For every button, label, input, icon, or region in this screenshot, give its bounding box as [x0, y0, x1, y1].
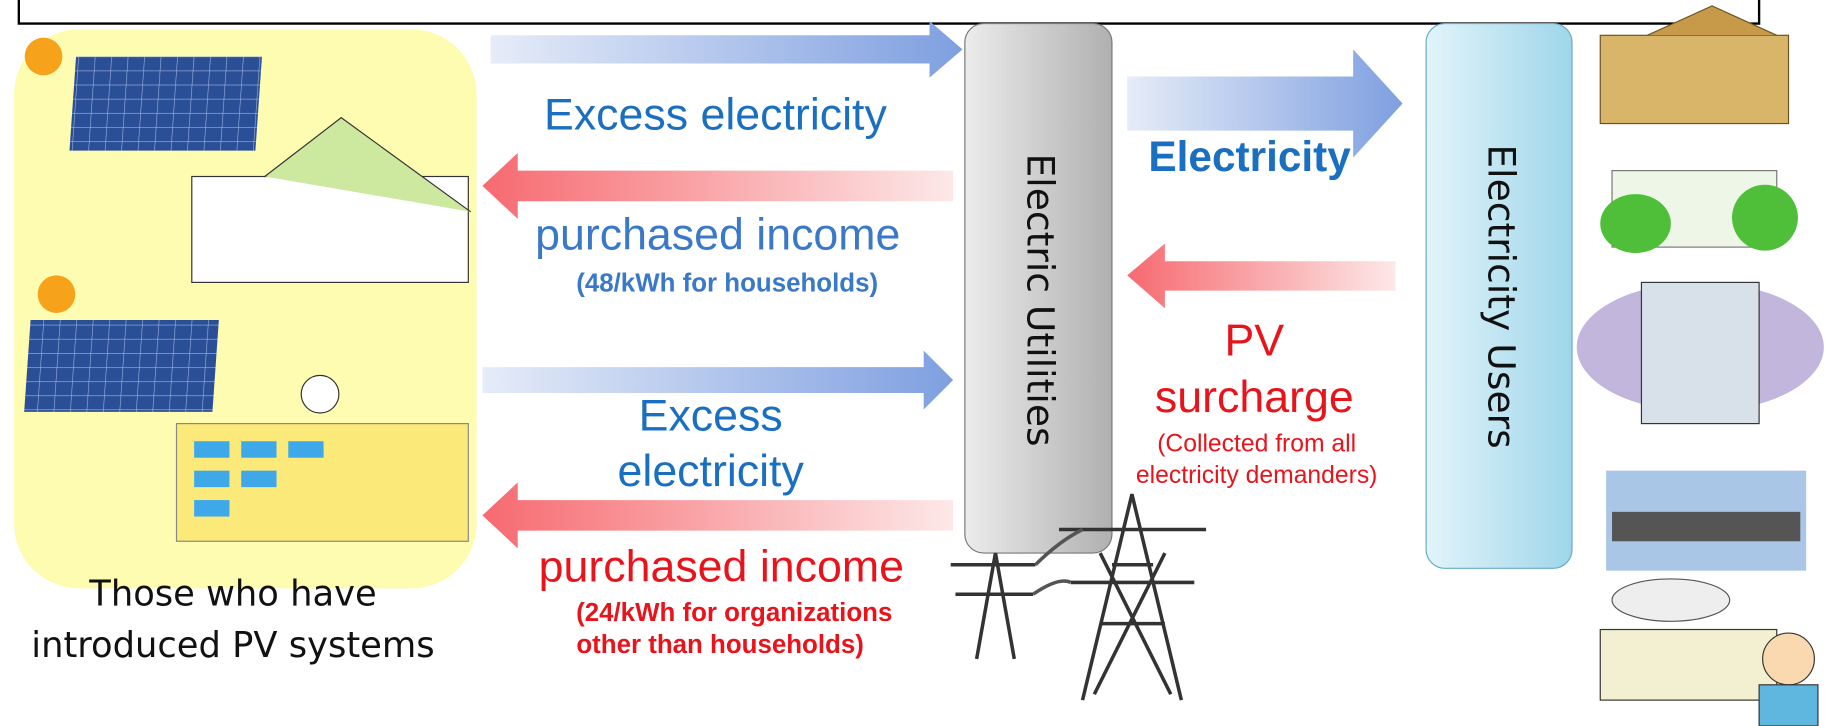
utilities-box — [964, 22, 1113, 554]
flow-label: purchased income — [539, 542, 904, 591]
flow-label: Excess electricity — [544, 90, 887, 139]
flow-label: electricity — [618, 447, 805, 496]
flow-label: Electricity — [1148, 133, 1351, 180]
flow-label: PV — [1224, 316, 1284, 365]
flow-note: electricity demanders) — [1136, 462, 1377, 489]
users-label: Electricity Users — [1480, 144, 1524, 448]
user-icons — [1576, 5, 1824, 726]
users-box — [1425, 22, 1573, 569]
flow-note: other than households) — [576, 631, 864, 659]
flow-label: Excess — [639, 392, 783, 441]
flow-label: surcharge — [1155, 373, 1354, 422]
flow-label: purchased income — [535, 210, 900, 259]
frame — [17, 0, 1761, 25]
flow-note: (Collected from all — [1157, 430, 1356, 457]
power-tower — [950, 493, 1207, 701]
pv-owners-panel: Those who have introduced PV systems — [14, 29, 477, 666]
utilities-label: Electric Utilities — [1018, 153, 1062, 446]
flow-note: (24/kWh for organizations — [576, 599, 892, 627]
flow-note: (48/kWh for households) — [576, 270, 878, 298]
owners-label: Those who have — [88, 573, 376, 614]
owners-label: introduced PV systems — [31, 625, 434, 666]
arrows — [482, 21, 1403, 549]
